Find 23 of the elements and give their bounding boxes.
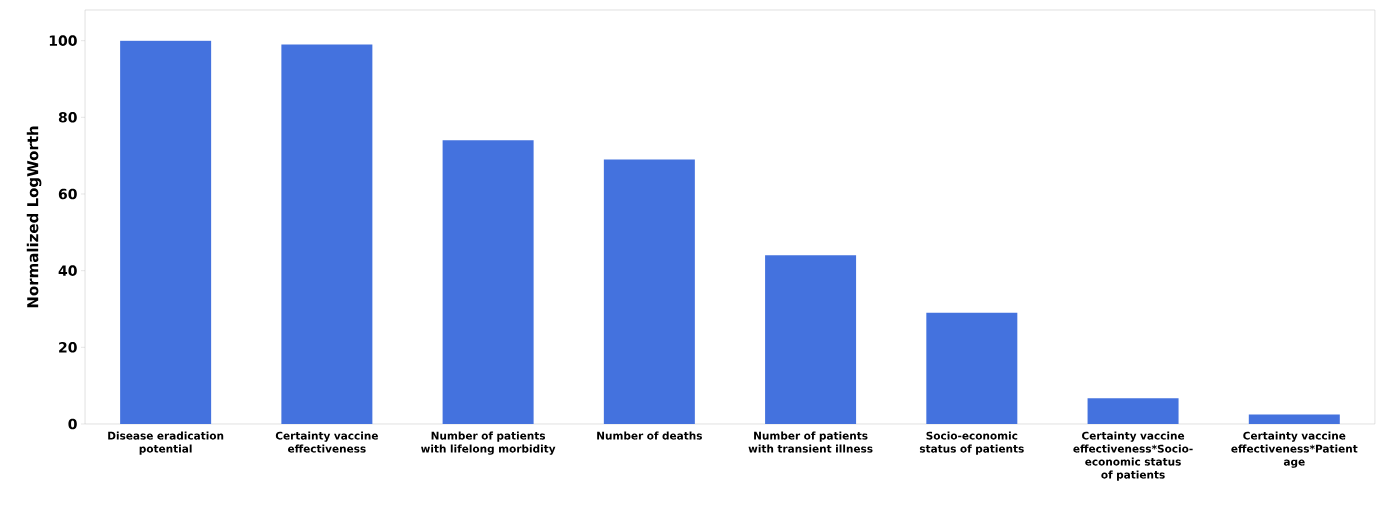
y-axis-title: Normalized LogWorth xyxy=(26,126,42,308)
bar xyxy=(281,44,373,424)
bar xyxy=(603,159,695,424)
y-tick-label: 80 xyxy=(58,112,77,123)
bar xyxy=(765,255,857,424)
x-tick-label: Number of deaths xyxy=(597,431,702,440)
x-tick-label: Socio-economic status of patients xyxy=(919,431,1024,455)
x-tick-label: Certainty vaccine effectiveness*Patient age xyxy=(1231,431,1358,468)
x-tick-label: Disease eradication potential xyxy=(108,431,224,455)
y-tick-label: 60 xyxy=(58,188,77,200)
bar xyxy=(442,140,534,424)
y-tick-label: 100 xyxy=(49,35,77,46)
x-tick-label: Certainty vaccine effectiveness*Socio-economic status of patients xyxy=(1073,431,1193,481)
y-tick-label: 20 xyxy=(59,342,77,353)
y-tick-label: 0 xyxy=(68,418,77,430)
y-tick-label: 40 xyxy=(58,265,77,276)
bar xyxy=(1248,414,1340,424)
x-tick-label: Number of patients with transient illness xyxy=(748,431,873,453)
bar xyxy=(120,40,212,424)
bar xyxy=(1087,398,1179,424)
x-tick-label: Certainty vaccine effectiveness xyxy=(275,431,378,453)
bar xyxy=(926,312,1018,424)
x-tick-label: Number of patients with lifelong morbidity xyxy=(421,431,556,455)
